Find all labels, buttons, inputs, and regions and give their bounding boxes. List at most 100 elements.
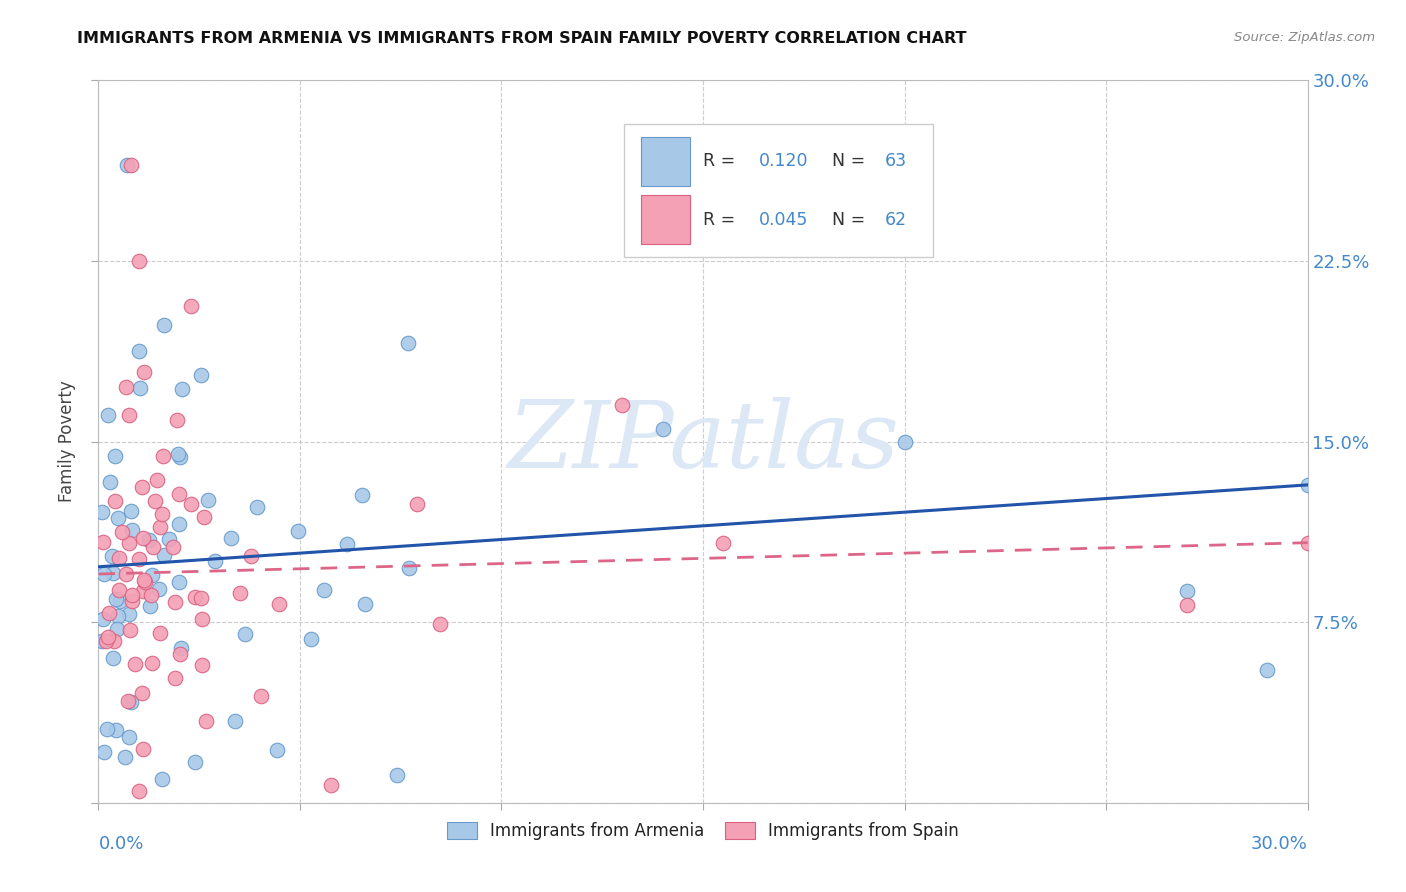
Point — [96, 722, 118, 736]
Point — [204, 554, 226, 568]
Point — [132, 742, 155, 756]
Point — [190, 612, 212, 626]
Point — [139, 599, 162, 613]
Point — [91, 612, 114, 626]
Point — [224, 714, 246, 728]
Point — [114, 750, 136, 764]
Point — [134, 573, 156, 587]
Point — [195, 714, 218, 728]
Point — [148, 625, 170, 640]
Point — [104, 450, 127, 464]
Text: 0.045: 0.045 — [759, 211, 808, 228]
Point — [193, 509, 215, 524]
Point — [132, 365, 155, 379]
Point — [117, 536, 139, 550]
Point — [893, 434, 915, 449]
Point — [191, 658, 214, 673]
Text: IMMIGRANTS FROM ARMENIA VS IMMIGRANTS FROM SPAIN FAMILY POVERTY CORRELATION CHAR: IMMIGRANTS FROM ARMENIA VS IMMIGRANTS FR… — [77, 31, 967, 46]
Point — [299, 632, 322, 646]
Point — [108, 551, 131, 566]
Point — [91, 634, 114, 648]
Point — [1175, 583, 1198, 598]
Point — [120, 504, 142, 518]
Point — [124, 657, 146, 671]
Point — [143, 494, 166, 508]
Point — [146, 473, 169, 487]
Point — [612, 398, 634, 412]
Point — [128, 253, 150, 268]
Point — [249, 689, 271, 703]
Point — [166, 413, 188, 427]
Point — [120, 695, 142, 709]
Text: N =: N = — [832, 153, 872, 170]
Point — [131, 686, 153, 700]
FancyBboxPatch shape — [641, 137, 690, 186]
Point — [1175, 599, 1198, 613]
Point — [180, 497, 202, 511]
Point — [162, 541, 184, 555]
Text: N =: N = — [832, 211, 872, 228]
Point — [91, 505, 114, 519]
Point — [103, 566, 125, 580]
Point — [107, 511, 129, 525]
Text: 63: 63 — [884, 153, 907, 170]
Text: Source: ZipAtlas.com: Source: ZipAtlas.com — [1234, 31, 1375, 45]
Point — [115, 566, 138, 581]
Point — [169, 647, 191, 661]
Point — [103, 634, 125, 648]
Point — [118, 623, 141, 637]
Point — [314, 582, 336, 597]
Point — [129, 380, 152, 394]
Point — [169, 516, 191, 531]
Text: 0.0%: 0.0% — [98, 835, 143, 854]
Point — [184, 755, 207, 769]
Text: R =: R = — [703, 153, 741, 170]
Point — [233, 627, 256, 641]
Point — [138, 533, 160, 548]
Point — [128, 343, 150, 358]
Point — [98, 475, 121, 489]
Point — [336, 537, 359, 551]
Point — [153, 549, 176, 563]
Point — [114, 380, 136, 394]
Point — [134, 575, 156, 590]
Point — [149, 520, 172, 534]
Point — [118, 607, 141, 621]
Point — [197, 493, 219, 508]
Point — [121, 523, 143, 537]
Point — [1256, 664, 1278, 678]
Point — [96, 634, 118, 648]
Point — [131, 480, 153, 494]
Point — [1296, 535, 1319, 549]
Text: 30.0%: 30.0% — [1251, 835, 1308, 854]
Point — [108, 582, 131, 597]
Text: 0.120: 0.120 — [759, 153, 808, 170]
Point — [117, 693, 139, 707]
Point — [240, 549, 263, 564]
Point — [141, 588, 163, 602]
Point — [180, 299, 202, 313]
Point — [190, 368, 212, 382]
Point — [387, 767, 409, 781]
Point — [267, 597, 290, 611]
Point — [167, 575, 190, 590]
Point — [398, 561, 420, 575]
Text: 62: 62 — [884, 211, 907, 228]
Y-axis label: Family Poverty: Family Poverty — [58, 381, 76, 502]
Point — [319, 778, 342, 792]
Point — [172, 382, 194, 396]
Point — [111, 525, 134, 540]
Point — [170, 640, 193, 655]
Point — [132, 531, 155, 545]
Point — [93, 566, 115, 581]
Point — [105, 591, 128, 606]
Point — [287, 524, 309, 538]
Point — [96, 408, 118, 422]
Point — [152, 772, 174, 786]
Point — [142, 540, 165, 554]
Point — [103, 651, 125, 665]
Point — [396, 335, 419, 350]
Text: R =: R = — [703, 211, 741, 228]
Point — [132, 584, 155, 599]
Point — [429, 616, 451, 631]
